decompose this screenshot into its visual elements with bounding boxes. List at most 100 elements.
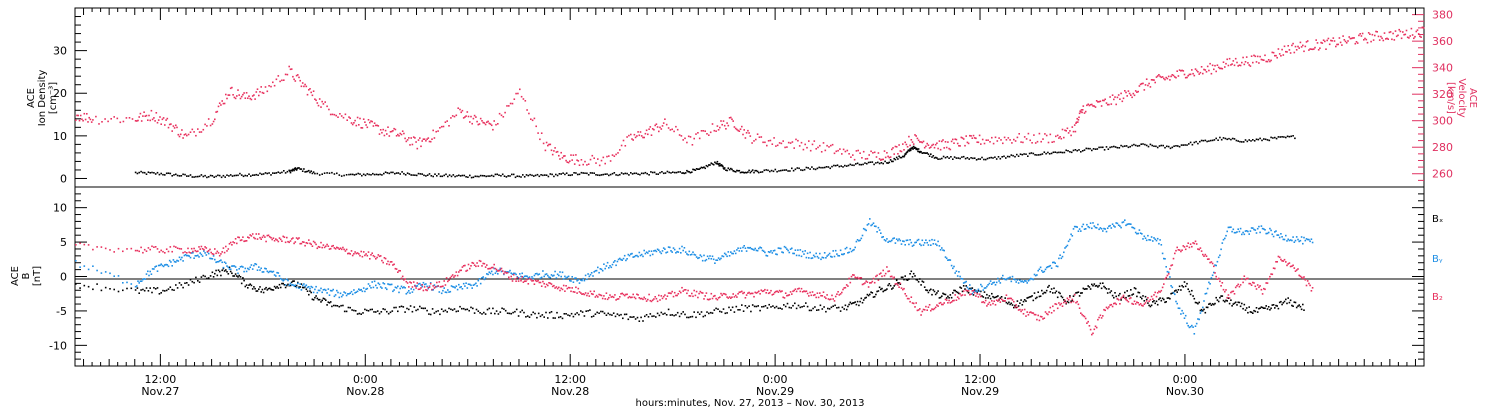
field-point xyxy=(932,289,935,291)
field-point xyxy=(1225,299,1227,302)
velocity-point xyxy=(1406,36,1409,39)
density-point xyxy=(666,170,669,173)
field-point xyxy=(973,291,976,294)
field-point xyxy=(1137,291,1139,294)
field-point xyxy=(1241,302,1243,305)
field-point xyxy=(206,277,208,280)
velocity-point xyxy=(354,119,356,122)
density-point xyxy=(897,158,899,160)
velocity-point xyxy=(220,104,222,106)
field-point xyxy=(871,292,874,294)
field-point xyxy=(221,261,223,264)
field-point xyxy=(747,246,749,249)
velocity-point xyxy=(1174,76,1176,78)
velocity-point xyxy=(1292,42,1294,45)
field-point xyxy=(334,304,337,307)
field-point xyxy=(1203,300,1205,302)
velocity-point xyxy=(1403,33,1405,36)
field-point xyxy=(653,250,655,252)
field-point xyxy=(1193,297,1196,300)
density-point xyxy=(972,157,974,160)
field-point xyxy=(1034,297,1037,300)
field-point xyxy=(1127,300,1130,303)
legend-by: Bᵧ xyxy=(1432,254,1443,265)
density-point xyxy=(1065,149,1067,152)
velocity-point xyxy=(369,121,371,124)
field-point xyxy=(494,312,496,315)
field-point xyxy=(228,243,231,245)
density-point xyxy=(912,145,915,148)
field-point xyxy=(292,284,294,286)
velocity-point xyxy=(573,163,576,165)
field-point xyxy=(471,287,473,289)
density-point xyxy=(1257,138,1260,141)
field-point xyxy=(983,287,986,289)
field-point xyxy=(831,256,833,258)
field-point xyxy=(462,265,465,267)
field-point xyxy=(584,292,587,294)
velocity-point xyxy=(245,92,248,94)
field-point xyxy=(1189,325,1192,328)
field-point xyxy=(654,296,656,298)
field-point xyxy=(1187,288,1189,290)
field-point xyxy=(948,299,950,302)
velocity-point xyxy=(145,114,148,117)
field-point xyxy=(387,312,390,315)
field-point xyxy=(826,294,828,296)
density-point xyxy=(306,170,309,173)
field-point xyxy=(788,251,791,254)
density-point xyxy=(406,172,409,174)
field-point xyxy=(1075,225,1077,228)
field-point xyxy=(977,290,980,292)
velocity-point xyxy=(910,139,913,141)
field-point xyxy=(937,290,939,292)
field-point xyxy=(348,252,350,255)
velocity-point xyxy=(1125,91,1127,94)
field-point xyxy=(1181,249,1183,251)
field-point xyxy=(531,280,533,282)
field-point xyxy=(1295,269,1298,271)
field-point xyxy=(821,256,824,259)
velocity-point xyxy=(1303,50,1305,53)
velocity-point xyxy=(1359,33,1361,35)
field-point xyxy=(509,269,511,272)
velocity-point xyxy=(833,152,836,155)
density-point xyxy=(1094,148,1097,150)
field-point xyxy=(1267,306,1270,308)
field-point xyxy=(483,311,485,314)
field-point xyxy=(231,265,233,267)
density-point xyxy=(1173,145,1175,147)
density-point xyxy=(1182,144,1185,146)
field-point xyxy=(656,312,659,315)
field-point xyxy=(344,250,347,252)
density-point xyxy=(361,174,363,177)
field-point xyxy=(249,266,251,269)
velocity-point xyxy=(691,144,694,146)
field-point xyxy=(536,272,538,275)
field-point xyxy=(1141,233,1143,235)
field-point xyxy=(821,308,824,310)
velocity-point xyxy=(949,148,952,151)
field-point xyxy=(811,257,814,259)
field-point xyxy=(1138,304,1141,306)
field-point xyxy=(543,316,545,318)
field-point xyxy=(255,233,258,235)
field-point xyxy=(431,308,434,310)
field-point xyxy=(384,287,387,289)
field-point xyxy=(739,247,742,249)
density-point xyxy=(946,156,949,158)
velocity-point xyxy=(1378,39,1381,41)
field-point xyxy=(925,305,927,308)
velocity-point xyxy=(1108,103,1110,106)
field-point xyxy=(1166,274,1169,277)
field-point xyxy=(973,289,976,291)
density-point xyxy=(538,175,541,178)
field-point xyxy=(823,306,825,308)
field-point xyxy=(373,255,376,258)
density-point xyxy=(937,158,939,160)
field-point xyxy=(1030,295,1032,298)
velocity-point xyxy=(987,139,989,141)
velocity-point xyxy=(328,108,330,111)
density-point xyxy=(479,174,482,177)
field-point xyxy=(869,282,871,284)
